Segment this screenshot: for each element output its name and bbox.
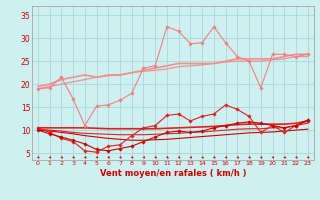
X-axis label: Vent moyen/en rafales ( km/h ): Vent moyen/en rafales ( km/h ) <box>100 169 246 178</box>
